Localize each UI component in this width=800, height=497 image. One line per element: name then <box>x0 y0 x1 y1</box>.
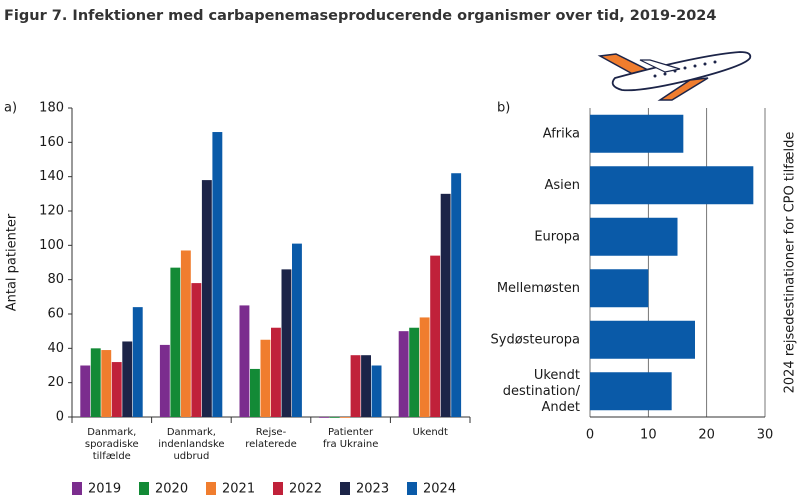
y-tick-label: 120 <box>39 204 64 219</box>
bar <box>329 417 340 418</box>
x-tick-label: fra Ukraine <box>323 439 379 450</box>
bar <box>590 166 754 205</box>
bar <box>419 317 430 417</box>
bar <box>101 350 112 417</box>
x-tick-label: tilfælde <box>93 451 131 462</box>
bar <box>398 331 409 417</box>
bar <box>90 348 101 417</box>
legend-label: 2020 <box>155 482 188 497</box>
bar <box>111 362 122 417</box>
y-tick-label: 140 <box>39 169 64 184</box>
y-tick-label: 0 <box>56 410 64 425</box>
bar <box>239 305 250 417</box>
bar <box>590 269 649 308</box>
y-tick-label: 40 <box>47 341 64 356</box>
bar <box>319 417 329 418</box>
bar <box>371 365 382 417</box>
airplane-icon <box>597 51 752 101</box>
y-tick-label: Ukendt <box>534 368 580 383</box>
legend-label: 2021 <box>222 482 255 497</box>
bar <box>180 250 191 417</box>
bar <box>590 217 678 256</box>
x-tick-label: Danmark, <box>167 427 216 438</box>
y-axis-label: 2024 rejsedestinationer for CPO tilfælde <box>783 132 798 394</box>
legend-swatch <box>206 482 216 495</box>
x-tick-label: indenlandske <box>158 439 224 450</box>
bar <box>281 269 292 417</box>
x-tick-label: Ukendt <box>412 427 448 438</box>
y-tick-label: Asien <box>544 178 580 193</box>
bar <box>191 283 202 417</box>
legend-label: 2023 <box>356 482 389 497</box>
y-axis-label: Antal patienter <box>5 213 20 311</box>
x-tick-label: 0 <box>586 428 594 443</box>
x-tick-label: relaterede <box>245 439 297 450</box>
bar <box>451 173 462 417</box>
panel-label: b) <box>497 101 510 116</box>
y-tick-label: 160 <box>39 135 64 150</box>
bar <box>430 255 441 417</box>
chart-title: Figur 7. Infektioner med carbapenemasepr… <box>4 8 717 24</box>
y-tick-label: destination/ <box>503 384 581 399</box>
y-tick-label: Europa <box>534 229 580 244</box>
bar <box>122 341 133 417</box>
bar <box>590 372 672 411</box>
y-tick-label: Afrika <box>543 126 580 141</box>
panel-label: a) <box>4 101 17 116</box>
bar <box>292 243 302 417</box>
y-tick-label: Mellemøsten <box>497 281 580 296</box>
y-tick-label: Sydøsteuropa <box>491 332 581 347</box>
bar <box>361 355 371 417</box>
bar <box>159 344 170 417</box>
bar <box>409 327 420 417</box>
x-tick-label: 20 <box>698 428 715 443</box>
y-tick-label: 60 <box>47 307 64 322</box>
bar <box>80 365 91 417</box>
legend-swatch <box>407 482 417 495</box>
y-tick-label: 100 <box>39 238 64 253</box>
x-tick-label: sporadiske <box>85 439 139 450</box>
legend-swatch <box>72 482 82 495</box>
bar <box>260 339 271 417</box>
legend-swatch <box>139 482 149 495</box>
x-tick-label: Patienter <box>328 427 374 438</box>
x-tick-label: 10 <box>640 428 657 443</box>
bar <box>250 368 260 417</box>
x-tick-label: 30 <box>757 428 774 443</box>
x-tick-label: Rejse- <box>256 427 287 438</box>
bar <box>440 193 451 417</box>
bar <box>271 327 281 417</box>
bar <box>340 417 350 418</box>
y-tick-label: 80 <box>47 272 64 287</box>
bar <box>212 132 223 418</box>
y-tick-label: 20 <box>47 375 64 390</box>
bar <box>170 267 181 417</box>
legend-swatch <box>340 482 350 495</box>
bar <box>590 114 684 153</box>
bar <box>201 180 212 417</box>
x-tick-label: udbrud <box>173 451 209 462</box>
y-tick-label: 180 <box>39 101 64 116</box>
legend-label: 2019 <box>88 482 121 497</box>
bar <box>590 320 695 359</box>
legend-swatch <box>273 482 283 495</box>
bar <box>132 307 143 417</box>
bar <box>350 355 361 417</box>
x-tick-label: Danmark, <box>87 427 136 438</box>
y-tick-label: Andet <box>542 400 580 415</box>
legend-label: 2022 <box>289 482 322 497</box>
legend-label: 2024 <box>423 482 456 497</box>
